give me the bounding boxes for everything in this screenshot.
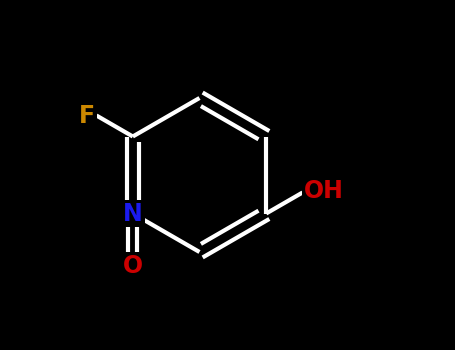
Text: N: N bbox=[123, 202, 143, 225]
Text: OH: OH bbox=[304, 179, 344, 203]
Text: O: O bbox=[123, 254, 143, 278]
Text: F: F bbox=[79, 104, 95, 127]
